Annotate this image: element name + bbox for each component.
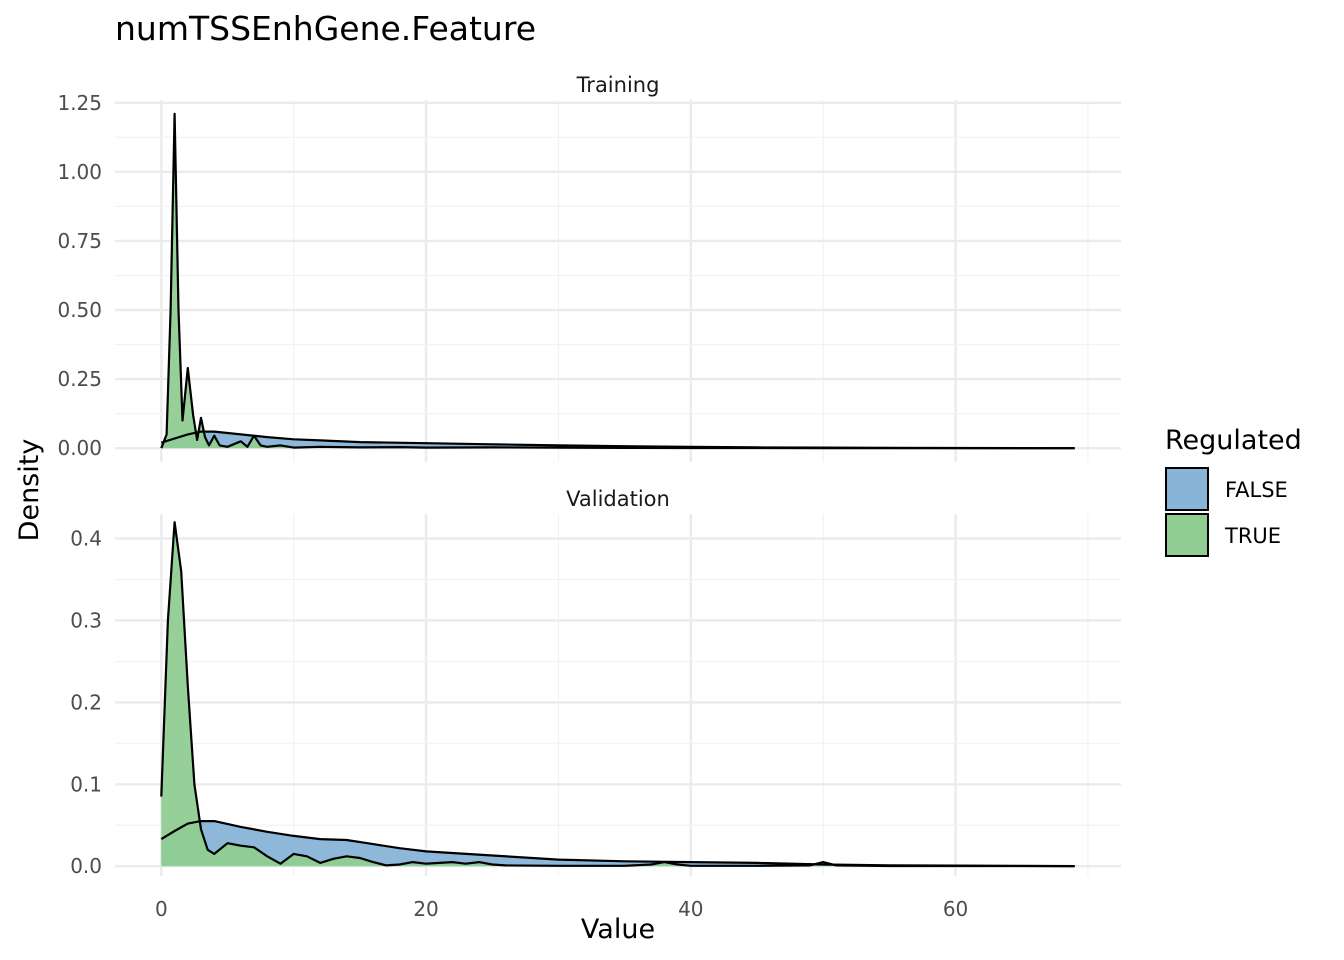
x-tick-label: 40 xyxy=(678,897,703,921)
density-area-true xyxy=(161,522,1075,867)
legend-key-true xyxy=(1165,513,1209,557)
facet-label: Training xyxy=(576,73,660,97)
y-tick-label: 0.1 xyxy=(70,772,102,796)
y-tick-label: 0.50 xyxy=(57,298,102,322)
x-tick-label: 0 xyxy=(155,897,168,921)
panel-validation: Validation 0.0 0.1 0.2 0.3 0.4 0 20 40 60 xyxy=(70,487,1121,921)
x-tick-label: 20 xyxy=(413,897,438,921)
density-area-false xyxy=(161,431,1075,449)
y-tick-label: 0.2 xyxy=(70,690,102,714)
panel-training: Training 0.00 0.25 0.50 0.75 1.00 1.25 xyxy=(57,73,1121,462)
density-area-true xyxy=(161,113,1075,449)
x-tick-label: 60 xyxy=(943,897,968,921)
y-tick-label: 1.25 xyxy=(57,91,102,115)
density-line-true xyxy=(160,112,1075,450)
y-tick-label: 0.75 xyxy=(57,229,102,253)
legend-label-true: TRUE xyxy=(1224,524,1281,548)
density-area-false xyxy=(161,821,1075,867)
density-line-true xyxy=(160,521,1075,868)
legend-key-false xyxy=(1165,467,1209,511)
y-tick-label: 0.0 xyxy=(70,854,102,878)
y-tick-label: 0.4 xyxy=(70,527,102,551)
y-axis-title: Density xyxy=(14,439,45,542)
facet-panels: Training0.000.250.500.751.001.25Validati… xyxy=(57,73,1121,921)
legend-title: Regulated xyxy=(1165,425,1302,456)
y-tick-label: 0.00 xyxy=(57,436,102,460)
x-axis-title: Value xyxy=(581,914,655,945)
y-tick-label: 1.00 xyxy=(57,160,102,184)
y-tick-label: 0.3 xyxy=(70,608,102,632)
facet-label: Validation xyxy=(566,487,670,511)
legend-label-false: FALSE xyxy=(1225,478,1288,502)
y-tick-label: 0.25 xyxy=(57,367,102,391)
legend: Regulated FALSE TRUE xyxy=(1165,425,1302,557)
chart-title: numTSSEnhGene.Feature xyxy=(115,9,536,48)
